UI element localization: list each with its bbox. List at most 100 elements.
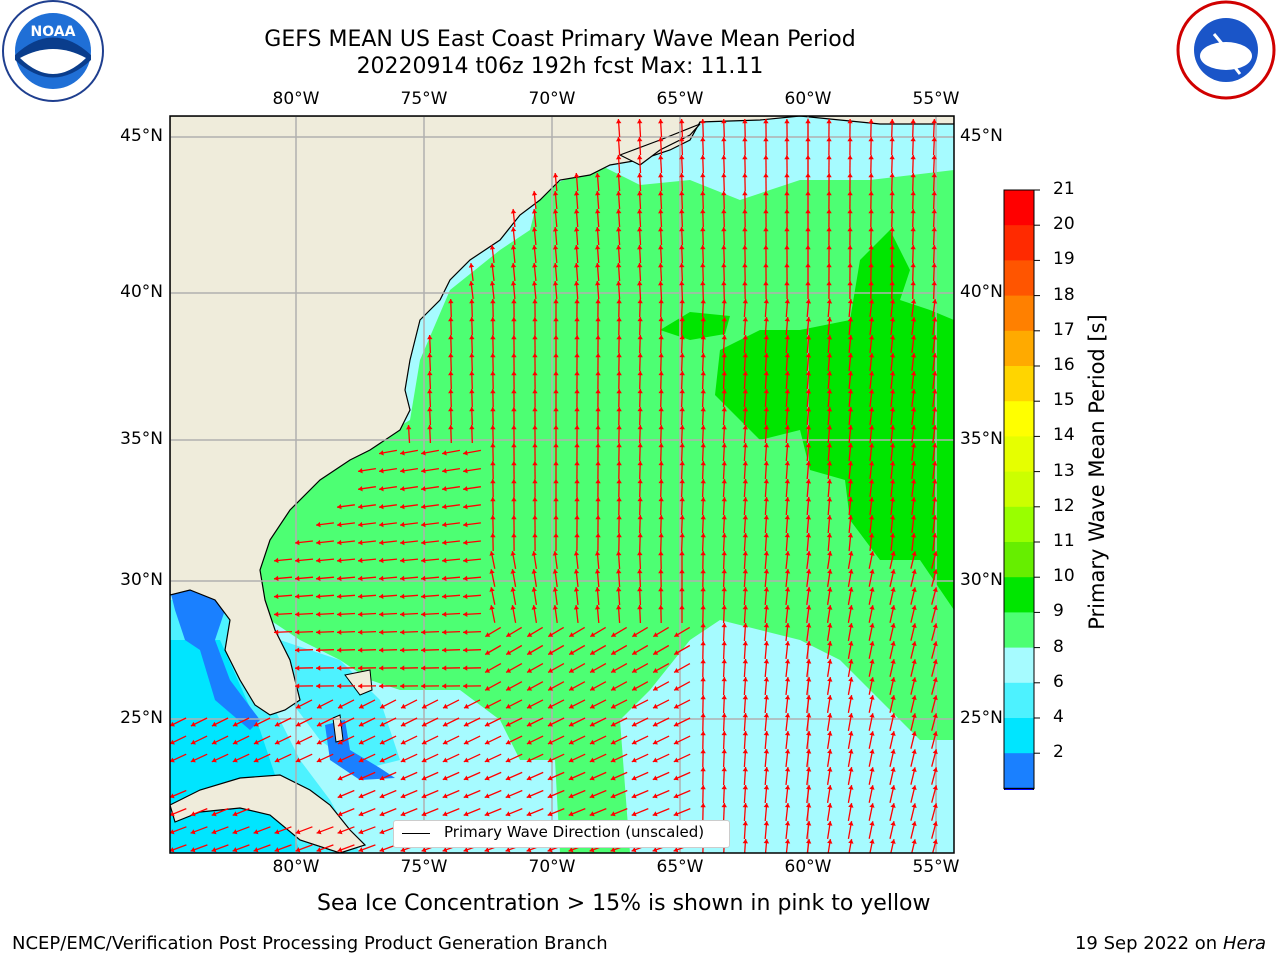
lon-label-bottom: 65°W [656, 857, 704, 877]
wave-arrow-head [610, 739, 616, 745]
wave-arrow-head [889, 317, 896, 322]
wave-arrow-head [379, 504, 384, 510]
wave-arrow-head [631, 847, 637, 853]
wave-arrow-head [826, 353, 833, 358]
wave-arrow-head [547, 721, 553, 727]
wave-arrow-head [805, 299, 812, 304]
wave-arrow-head [742, 227, 748, 232]
wave-arrow-head [658, 371, 664, 376]
wave-arrow-head [721, 227, 727, 232]
wave-arrow-head [489, 245, 496, 250]
colorbar-segment [1004, 647, 1034, 684]
wave-arrow-head [637, 353, 643, 358]
colorbar-tick-label: 16 [1053, 355, 1075, 375]
wave-arrow-head [637, 407, 643, 412]
wave-arrow-head [932, 605, 938, 611]
wave-arrow-head [463, 683, 468, 689]
wave-arrow-head [658, 389, 664, 394]
wave-arrow-head [784, 695, 791, 700]
wave-arrow-head [721, 785, 727, 790]
wave-arrow-head [232, 829, 238, 835]
wave-arrow-head [379, 468, 384, 474]
wave-arrow-head [553, 443, 559, 448]
wave-arrow-head [595, 209, 601, 214]
wave-arrow-head [932, 371, 938, 376]
wave-arrow-head [889, 209, 895, 214]
wave-arrow-head [700, 551, 706, 556]
wave-arrow-head [889, 353, 896, 358]
wave-arrow-head [932, 443, 938, 448]
wave-arrow-head [868, 317, 875, 322]
wave-arrow-head [805, 173, 811, 178]
colorbar-tick-label: 2 [1053, 742, 1064, 763]
wave-arrow-head [932, 659, 938, 665]
wave-arrow-head [700, 407, 706, 412]
wave-arrow-head [531, 281, 538, 286]
wave-arrow-head [469, 353, 475, 358]
wave-arrow-head [464, 703, 469, 709]
wave-arrow-head [673, 757, 679, 763]
wave-arrow-head [679, 569, 685, 574]
wave-arrow-head [170, 721, 175, 727]
wave-arrow-head [400, 450, 405, 456]
wave-arrow-head [806, 605, 812, 610]
wave-arrow-head [910, 515, 917, 520]
wave-arrow-head [700, 245, 706, 250]
wave-arrow-head [763, 173, 769, 178]
wave-arrow-head [511, 479, 517, 484]
wave-arrow-head [632, 668, 638, 673]
lat-label-right: 35°N [960, 429, 1003, 449]
wave-arrow-head [868, 353, 875, 358]
wave-arrow-head [532, 443, 538, 448]
wave-arrow-head [358, 593, 363, 599]
wave-arrow-head [616, 389, 622, 394]
wave-arrow-head [721, 299, 727, 304]
wave-arrow-head [337, 521, 342, 528]
wave-arrow-head [532, 389, 538, 394]
wave-arrow-head [847, 389, 854, 394]
colorbar-tick-label: 21 [1053, 179, 1075, 199]
wave-arrow-head [637, 263, 643, 268]
wave-arrow-head [442, 721, 448, 727]
wave-arrow-head [805, 425, 812, 430]
wave-arrow-head [911, 821, 917, 826]
wave-arrow-head [527, 650, 533, 655]
colorbar-tick-label: 18 [1053, 284, 1075, 305]
wave-arrow-head [932, 767, 938, 773]
wave-arrow-head [848, 713, 854, 718]
wave-arrow-head [910, 173, 916, 178]
wave-arrow-head [505, 739, 511, 745]
wave-arrow-head [484, 811, 490, 817]
wave-arrow-head [889, 461, 896, 466]
wave-arrow-head [848, 731, 854, 736]
wave-arrow-head [763, 137, 769, 142]
wave-arrow-head [784, 155, 790, 160]
wave-arrow-head [490, 533, 496, 538]
wave-arrow-head [931, 137, 937, 142]
wave-arrow-head [932, 551, 938, 557]
wave-arrow-head [253, 829, 259, 835]
wave-arrow-head [469, 389, 475, 394]
wave-arrow-head [421, 629, 426, 635]
wave-arrow-head [827, 677, 833, 682]
wave-arrow-head [889, 533, 896, 538]
wave-arrow-head [526, 757, 532, 763]
wave-arrow-head [469, 317, 475, 322]
wave-arrow-head [490, 317, 496, 322]
wave-arrow-head [763, 299, 769, 304]
wave-arrow-head [611, 632, 617, 637]
wave-arrow-head [889, 425, 896, 430]
wave-arrow-head [784, 119, 790, 124]
nws-logo [1176, 0, 1276, 100]
wave-arrow-head [763, 479, 769, 484]
lon-label-top: 75°W [400, 89, 448, 109]
wave-arrow-head [784, 551, 791, 556]
wave-arrow-head [652, 757, 658, 763]
wave-arrow-head [763, 389, 769, 394]
wave-arrow-head [463, 486, 468, 492]
wave-arrow-head [490, 497, 496, 502]
wave-arrow-head [784, 713, 791, 718]
lon-label-top: 65°W [656, 89, 704, 109]
lon-label-bottom: 60°W [784, 857, 832, 877]
sea-ice-note: Sea Ice Concentration > 15% is shown in … [317, 891, 931, 916]
